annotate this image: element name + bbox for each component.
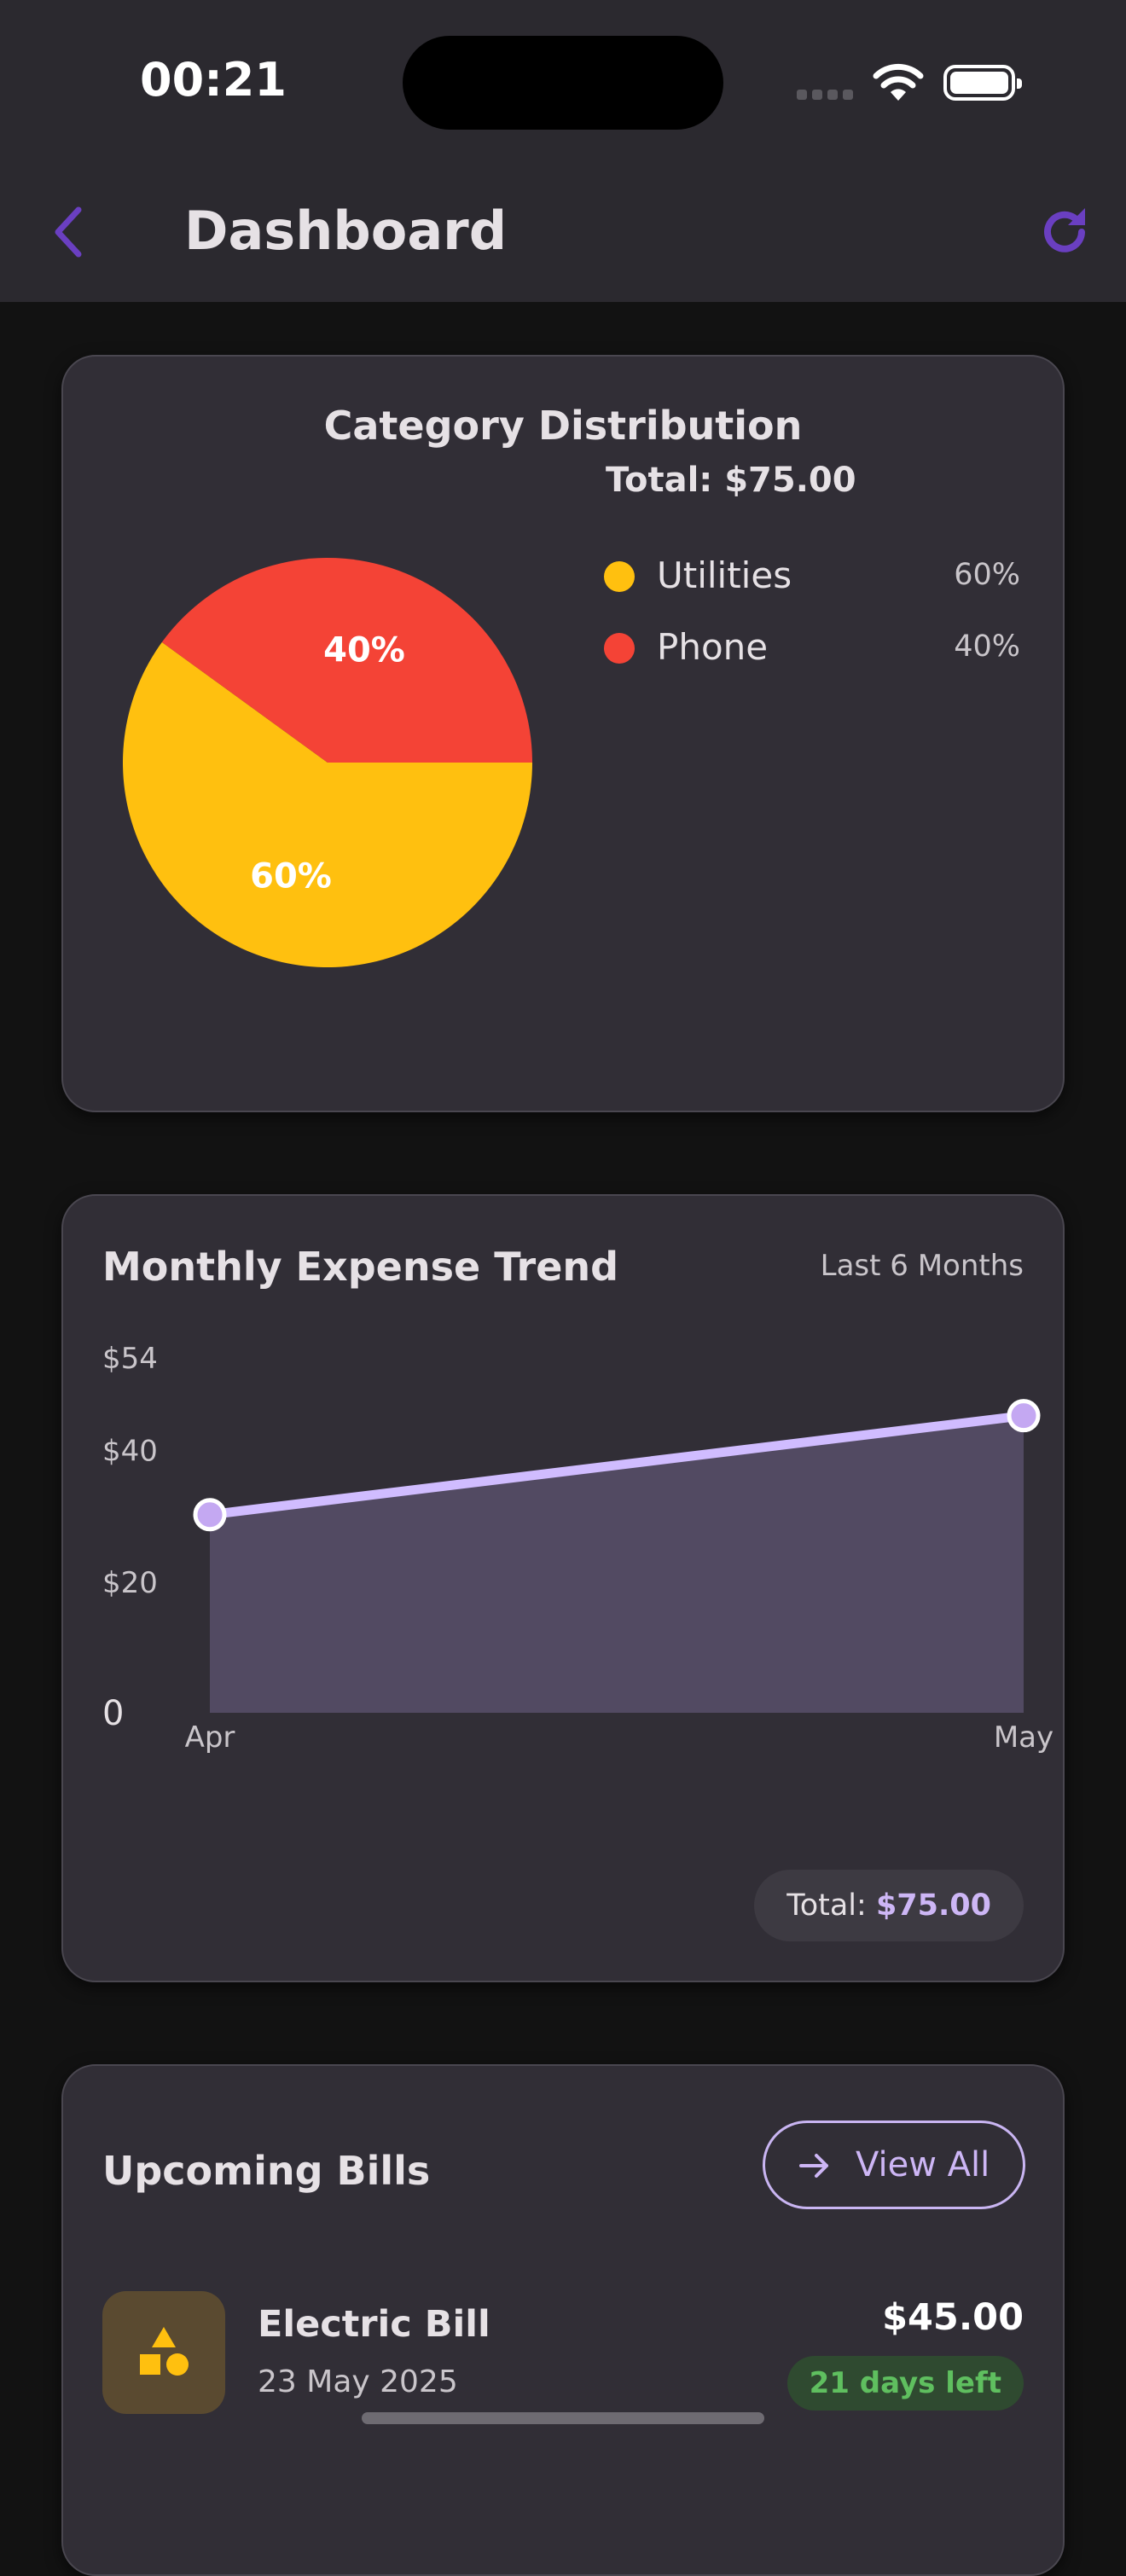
trend-chart-title: Monthly Expense Trend — [102, 1244, 619, 1290]
legend-percent: 60% — [954, 558, 1020, 592]
pie-chart: 60% 40% — [123, 558, 532, 967]
bill-due-date: 23 May 2025 — [258, 2364, 458, 2399]
trend-line — [205, 1411, 1029, 1520]
legend-label: Phone — [657, 626, 769, 668]
legend-swatch — [604, 633, 635, 664]
x-tick-label: May — [994, 1720, 1053, 1755]
pie-slice-label: 60% — [250, 856, 332, 896]
legend-item-phone: Phone 40% — [602, 616, 1020, 688]
back-button[interactable] — [44, 198, 99, 266]
pie-slice-label: 40% — [323, 631, 405, 670]
view-all-label: View All — [856, 2145, 990, 2184]
pie-slice-phone — [161, 558, 532, 763]
category-shapes-icon — [140, 2327, 189, 2376]
y-tick-label: $54 — [102, 1342, 158, 1376]
arrow-right-icon — [799, 2154, 828, 2178]
legend-label: Utilities — [657, 554, 792, 596]
trend-range-label: Last 6 Months — [820, 1249, 1024, 1283]
pie-slice-utilities — [123, 641, 532, 967]
monthly-trend-card: Monthly Expense Trend Last 6 Months 0 $20… — [61, 1194, 1065, 1982]
pie-chart-total: Total: $75.00 — [606, 461, 856, 500]
pie-chart-title: Category Distribution — [323, 403, 803, 449]
refresh-button[interactable] — [1034, 201, 1095, 263]
trend-data-point[interactable] — [1007, 1399, 1041, 1433]
bills-title: Upcoming Bills — [102, 2148, 431, 2194]
y-tick-label: $40 — [102, 1434, 158, 1468]
status-time: 00:21 — [140, 53, 287, 107]
cellular-signal-icon — [797, 87, 858, 103]
legend-swatch — [604, 561, 635, 592]
refresh-icon — [1044, 208, 1085, 252]
trend-total-chip: Total: $75.00 — [754, 1870, 1024, 1941]
bill-name: Electric Bill — [258, 2303, 490, 2346]
dynamic-island — [403, 36, 723, 130]
chevron-left-icon — [55, 206, 82, 258]
app-bar — [0, 162, 1126, 302]
legend-percent: 40% — [954, 629, 1020, 664]
home-indicator — [362, 2412, 764, 2424]
trend-data-point[interactable] — [193, 1498, 227, 1532]
trend-area — [210, 1415, 1024, 1713]
bill-category-icon-tile — [102, 2291, 225, 2414]
bill-days-left-badge: 21 days left — [786, 2356, 1024, 2411]
battery-icon — [943, 65, 1022, 101]
pie-legend: Utilities 60% Phone 40% — [602, 544, 1020, 688]
page-title: Dashboard — [184, 200, 508, 262]
y-tick-label: 0 — [102, 1694, 124, 1733]
upcoming-bills-card: Upcoming Bills View All Electric Bill 23… — [61, 2064, 1065, 2576]
y-tick-label: $20 — [102, 1566, 158, 1600]
trend-chart: 0 $20 $40 $54 Apr May — [102, 1342, 1053, 1755]
category-distribution-card: Category Distribution Total: $75.00 60% 4… — [61, 355, 1065, 1112]
wifi-icon — [873, 63, 924, 101]
trend-total-value: $75.00 — [875, 1888, 991, 1923]
x-tick-label: Apr — [185, 1720, 235, 1755]
status-bar: 00:21 — [0, 0, 1126, 162]
view-all-button[interactable]: View All — [763, 2121, 1025, 2209]
trend-total-prefix: Total: — [786, 1888, 876, 1923]
legend-item-utilities: Utilities 60% — [602, 544, 1020, 616]
bill-amount: $45.00 — [882, 2296, 1024, 2339]
